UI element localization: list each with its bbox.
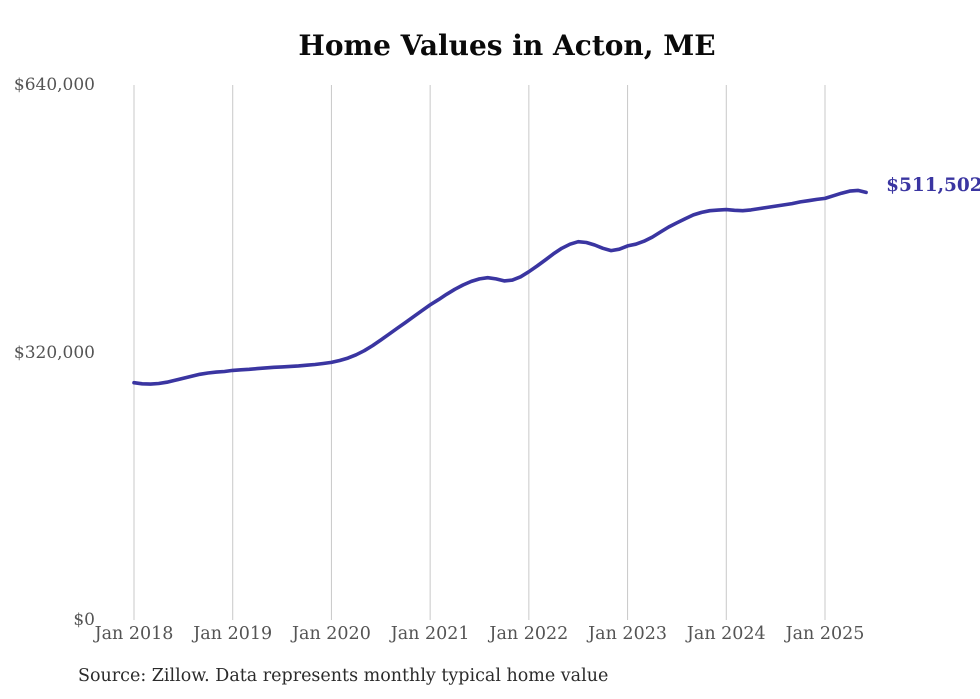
source-note: Source: Zillow. Data represents monthly …: [78, 666, 609, 686]
x-tick-label: Jan 2019: [193, 624, 273, 644]
home-value-line: [132, 188, 868, 386]
current-value-label: $511,502: [886, 175, 980, 197]
x-tick-label: Jan 2018: [94, 624, 174, 644]
y-tick-label: $0: [73, 610, 95, 630]
x-tick-label: Jan 2024: [686, 624, 766, 644]
y-tick-label: $320,000: [13, 342, 95, 363]
x-tick-label: Jan 2023: [588, 624, 667, 644]
x-tick-label: Jan 2021: [390, 624, 470, 644]
x-tick-label: Jan 2022: [489, 624, 569, 644]
chart-title: Home Values in Acton, ME: [298, 29, 716, 62]
x-tick-label: Jan 2025: [785, 624, 865, 644]
x-tick-label: Jan 2020: [292, 624, 371, 644]
y-tick-label: $640,000: [13, 75, 95, 95]
